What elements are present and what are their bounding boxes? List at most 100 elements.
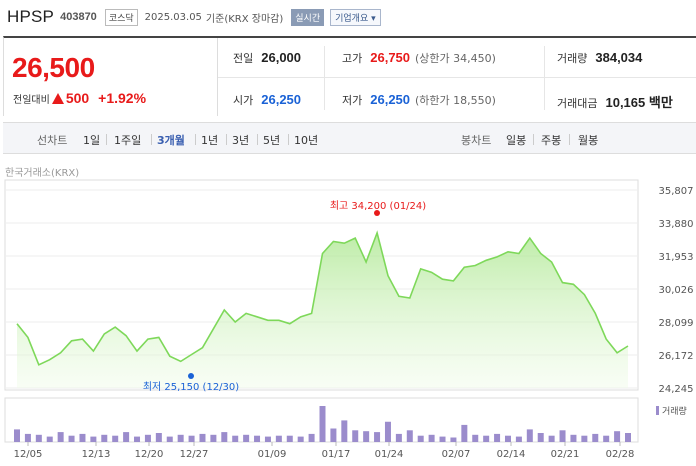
volume-bar [483,435,490,442]
line-chart-label: 선차트 [37,134,68,147]
volume-bar [112,435,119,442]
stock-code: 403870 [60,11,97,23]
volume-bar [581,435,588,442]
row-divider [218,77,696,78]
x-tick-label: 02/07 [442,449,471,460]
x-tick-label: 12/20 [135,449,164,460]
realtime-button[interactable]: 실시간 [291,8,325,26]
volume-bar [570,434,577,442]
volume-bar [243,434,250,442]
volume-bar [461,424,468,442]
company-overview-dropdown[interactable]: 기업개요 ▾ [330,8,381,26]
stock-header: HPSP 403870 코스닥 2025.03.05 기준(KRX 장마감) 실… [0,0,696,34]
volume-bar [275,435,282,442]
volume-bar [199,433,206,442]
volume-bar [210,434,217,442]
tab-1y[interactable]: 1년 [201,134,219,147]
prev-close: 전일 26,000 [233,50,302,65]
volume-bar [559,430,566,442]
volume-bar [221,432,228,442]
x-tick-label: 01/09 [258,449,287,460]
volume-bar [35,434,42,442]
volume-bar [79,433,86,442]
volume-bar [363,431,370,442]
volume-bar [374,432,381,442]
volume-bar [341,420,348,442]
x-tick-label: 01/17 [322,449,351,460]
tab-daily[interactable]: 일봉 [506,134,527,147]
x-tick-label: 12/27 [180,449,209,460]
volume-bar [177,434,184,442]
y-tick-label: 30,026 [659,285,694,296]
volume-bar [24,433,31,442]
volume-bar [537,433,544,442]
high-annotation: 최고 34,200 (01/24) [330,200,426,212]
price-line [16,230,629,366]
tab-1w[interactable]: 1주일 [114,134,142,147]
x-tick-label: 02/21 [551,449,580,460]
price-area [17,232,628,388]
volume-bar [406,430,413,442]
volume-bar [395,433,402,442]
volume-legend-swatch [656,406,659,415]
volume-bar [155,433,162,442]
current-price: 26,500 [12,52,95,83]
quote-date: 2025.03.05 [144,11,202,23]
volume-bar [14,429,20,442]
volume-bar [101,434,108,442]
volume-bar [297,436,304,442]
tab-3m[interactable]: 3개월 [157,134,185,147]
quote-panel: 26,500 전일대비 500 +1.92% 전일 26,000 고가 26,7… [3,36,696,116]
tab-3y[interactable]: 3년 [232,134,250,147]
y-tick-label: 31,953 [659,252,694,263]
volume-bar [123,432,130,442]
y-tick-label: 26,172 [659,351,694,362]
volume-bar [614,431,621,442]
volume-bar [319,406,326,442]
volume-bar [494,433,501,442]
day-high: 고가 26,750 (상한가 34,450) [342,50,496,65]
current-price-box: 26,500 전일대비 500 +1.92% [4,38,218,116]
volume-bar [472,434,479,442]
volume-bar [254,435,261,442]
volume-bar [504,435,511,442]
volume-bar [46,436,53,442]
tab-weekly[interactable]: 주봉 [541,134,562,147]
volume-bar [384,421,391,442]
volume: 거래량 384,034 [557,50,643,65]
volume-bar [264,436,271,442]
tab-10y[interactable]: 10년 [294,134,319,147]
volume-bar [188,435,195,442]
tab-monthly[interactable]: 월봉 [578,134,599,147]
day-low: 저가 26,250 (하한가 18,550) [342,92,496,107]
y-tick-label: 28,099 [659,318,694,329]
y-tick-label: 24,245 [659,384,694,395]
volume-bar [330,428,337,442]
volume-bar [286,435,293,442]
trade-amount: 거래대금 10,165 백만 [557,95,673,110]
market-badge: 코스닥 [104,8,138,26]
col-divider [544,46,545,110]
tab-5y[interactable]: 5년 [263,134,281,147]
chart-source: 한국거래소(KRX) [5,168,80,179]
y-tick-label: 35,807 [659,186,694,197]
volume-bar [232,435,239,442]
volume-bar [134,436,141,442]
x-tick-label: 12/13 [82,449,111,460]
volume-bar [308,433,315,442]
volume-bar [548,435,555,442]
open-price: 시가 26,250 [233,92,302,107]
change-label: 전일대비 [13,94,50,106]
high-marker [374,210,380,216]
x-tick-label: 02/28 [606,449,635,460]
candle-chart-label: 봉차트 [461,134,492,147]
volume-bar [68,435,75,442]
volume-bar [57,432,64,442]
y-tick-label: 33,880 [659,219,694,230]
tab-1d[interactable]: 1일 [83,134,101,147]
volume-legend-label: 거래량 [662,405,687,417]
stock-name: HPSP [7,7,55,26]
change-percent: +1.92% [98,90,147,106]
chart-tabs-bar: 선차트 1일 1주일 3개월 1년 3년 5년 10년 봉차트 일봉 주봉 월봉 [3,122,696,154]
